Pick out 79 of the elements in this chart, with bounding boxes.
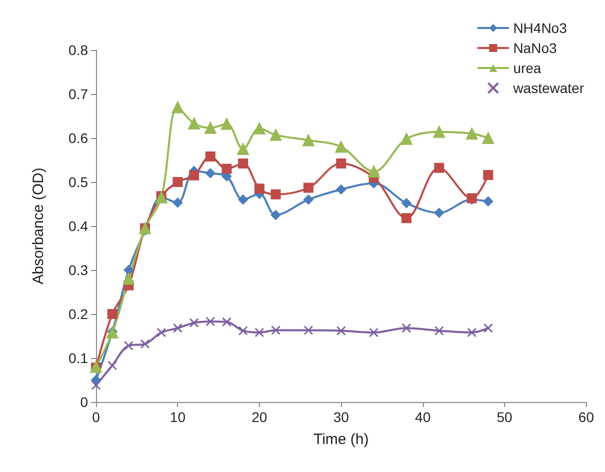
point	[238, 326, 248, 336]
y-tick-label: 0	[80, 394, 88, 410]
point	[433, 126, 446, 138]
point	[336, 184, 346, 194]
x-tick-label: 30	[333, 409, 350, 425]
y-tick-label: 0.4	[68, 218, 88, 234]
point	[434, 162, 444, 173]
point	[483, 323, 493, 333]
point	[336, 158, 346, 169]
point	[172, 198, 183, 208]
x-tick-label: 50	[496, 409, 513, 425]
point	[336, 326, 346, 336]
point	[222, 317, 232, 327]
point	[401, 213, 412, 224]
point	[140, 339, 150, 349]
point	[172, 177, 183, 187]
point	[304, 326, 314, 336]
point	[335, 140, 348, 153]
point	[254, 184, 264, 194]
y-tick-label: 0.6	[68, 130, 88, 146]
point	[124, 265, 134, 275]
point	[189, 318, 199, 328]
point	[467, 328, 477, 338]
point	[303, 194, 314, 205]
point	[188, 117, 200, 130]
x-tick-label: 40	[415, 409, 431, 425]
point	[401, 198, 412, 208]
point	[270, 128, 282, 141]
point	[434, 208, 444, 218]
point	[270, 189, 281, 200]
point	[206, 316, 216, 326]
x-tick-label: 0	[92, 409, 100, 425]
point	[369, 328, 379, 338]
point	[220, 118, 233, 130]
point	[124, 340, 134, 350]
y-axis-title: Absorbance (OD)	[30, 168, 47, 284]
point	[91, 380, 101, 390]
x-tick-label: 10	[170, 409, 186, 425]
point	[204, 122, 216, 134]
point	[238, 194, 248, 205]
point	[483, 170, 494, 180]
legend-label: wastewater	[512, 80, 584, 96]
y-tick-label: 0.3	[68, 262, 88, 278]
x-tick-label: 60	[578, 409, 594, 425]
point	[253, 122, 266, 134]
point	[303, 182, 314, 193]
point	[483, 196, 494, 206]
point	[172, 323, 182, 333]
point	[237, 143, 250, 155]
legend-label: NH4No3	[513, 20, 568, 36]
y-tick-label: 0.7	[68, 86, 88, 102]
point	[205, 151, 216, 162]
point	[302, 134, 314, 146]
point	[189, 170, 200, 180]
legend-label: NaNo3	[513, 40, 557, 56]
point	[270, 210, 281, 220]
point	[402, 323, 412, 333]
point	[238, 158, 248, 169]
point	[222, 164, 232, 174]
point	[400, 132, 412, 145]
point	[466, 128, 478, 140]
point	[107, 309, 118, 319]
y-tick-label: 0.8	[68, 42, 88, 58]
point	[156, 328, 166, 338]
x-tick-label: 20	[252, 409, 268, 425]
y-tick-label: 0.5	[68, 174, 88, 190]
point	[254, 328, 264, 338]
point	[368, 165, 380, 178]
point	[270, 326, 280, 336]
point	[205, 168, 216, 178]
point	[108, 360, 118, 370]
x-axis-title: Time (h)	[313, 431, 369, 448]
y-tick-label: 0.1	[68, 350, 88, 366]
legend-label: urea	[513, 60, 542, 76]
point	[172, 101, 184, 114]
point	[482, 132, 494, 144]
y-tick-label: 0.2	[68, 306, 88, 322]
point	[434, 326, 444, 336]
point	[122, 272, 135, 285]
